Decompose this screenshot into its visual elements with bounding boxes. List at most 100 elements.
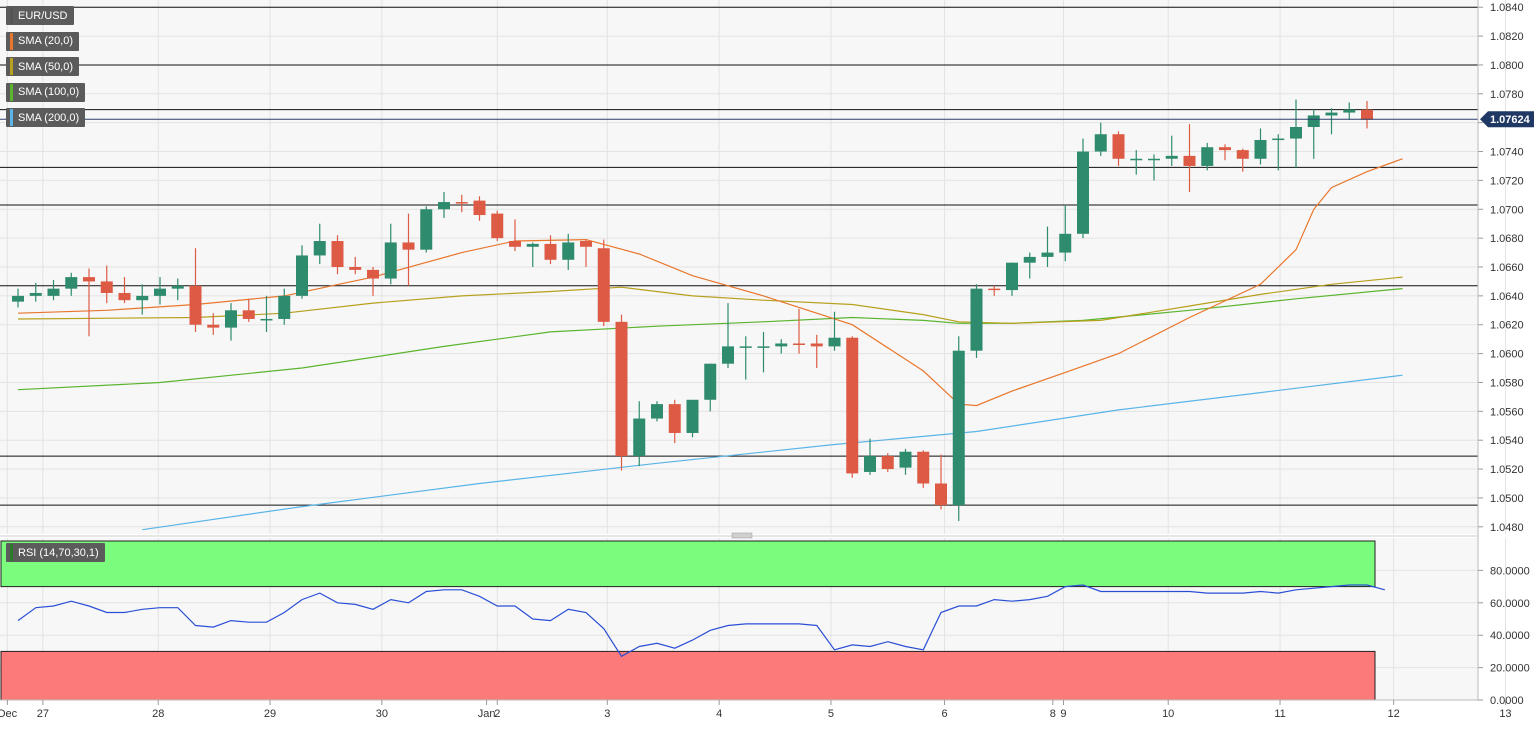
candle-body	[384, 242, 397, 279]
sma100-line	[17, 288, 1403, 391]
candle-body	[47, 288, 60, 296]
candle-body	[562, 242, 575, 260]
candle-body	[1006, 262, 1018, 291]
candle	[1325, 108, 1338, 135]
candle-body	[810, 343, 823, 347]
candle	[544, 235, 557, 265]
y-tick-label: 1.0500	[1490, 493, 1524, 505]
candle	[952, 336, 965, 522]
candle	[1130, 150, 1143, 175]
candle-body	[1343, 109, 1356, 113]
candle-body	[1130, 158, 1143, 161]
candle	[988, 285, 1001, 296]
candle-body	[881, 456, 894, 470]
x-tick-label: 6	[941, 708, 947, 720]
y-tick-label: 1.0840	[1490, 2, 1524, 14]
candle-body	[1201, 147, 1214, 166]
x-tick-label: 8	[1050, 708, 1056, 720]
panel-resize-handle	[731, 532, 753, 539]
candle	[526, 242, 539, 267]
candle-body	[296, 255, 308, 296]
candle-body	[1236, 150, 1249, 159]
candle-body	[367, 269, 379, 279]
candle-body	[189, 285, 202, 325]
legend-item: EUR/USD	[6, 6, 74, 25]
candle	[864, 438, 876, 475]
candle	[136, 284, 149, 315]
candle	[1343, 102, 1356, 120]
legend-swatch	[10, 7, 13, 24]
candle	[242, 298, 255, 322]
candle-body	[154, 288, 166, 296]
candle	[83, 268, 95, 337]
candle	[810, 334, 823, 369]
x-tick-label: 3	[604, 708, 610, 720]
legend-label: EUR/USD	[18, 9, 68, 22]
x-tick-label: 5	[828, 708, 834, 720]
candle-body	[970, 288, 983, 351]
rsi-y-tick-label: 40.0000	[1490, 630, 1530, 642]
candle-body	[509, 241, 521, 247]
candle	[12, 288, 24, 308]
y-tick-label: 1.0580	[1490, 377, 1524, 389]
candle-body	[722, 346, 734, 364]
candle-body	[29, 292, 42, 296]
candle-body	[899, 451, 912, 468]
candle	[189, 248, 202, 332]
y-tick-label: 1.0480	[1490, 522, 1524, 534]
y-tick-label: 1.0740	[1490, 147, 1524, 159]
x-tick-label: 9	[1060, 708, 1066, 720]
legend-swatch	[10, 109, 13, 126]
candle	[597, 239, 610, 327]
candle	[260, 295, 273, 332]
candle-body	[331, 241, 344, 267]
y-tick-label: 1.0700	[1490, 204, 1524, 216]
candle-body	[1112, 134, 1125, 159]
candle	[562, 233, 575, 270]
rsi-oversold-zone	[0, 650, 1376, 701]
candle-body	[473, 200, 486, 216]
candle	[668, 399, 681, 444]
candle-body	[136, 295, 149, 301]
rsi-line	[17, 584, 1385, 658]
sma50-line	[17, 276, 1403, 324]
candle	[438, 191, 450, 218]
candle	[1254, 128, 1267, 165]
candle	[793, 308, 805, 354]
candle-body	[1290, 127, 1302, 139]
candle-body	[846, 337, 859, 474]
candle-body	[420, 209, 433, 250]
legend-swatch	[10, 58, 13, 75]
legend-item: SMA (100,0)	[6, 82, 86, 102]
candle-body	[491, 213, 504, 239]
candle-body	[544, 243, 557, 260]
candle-body	[668, 404, 681, 433]
y-tick-label: 1.0680	[1490, 233, 1524, 245]
candle	[1165, 135, 1178, 166]
candle-body	[651, 404, 663, 419]
candle	[1290, 99, 1302, 168]
x-tick-label: Dec	[0, 708, 18, 720]
x-tick-label: 11	[1274, 708, 1285, 720]
candle	[1023, 252, 1036, 279]
candle-body	[597, 248, 610, 322]
candle	[349, 256, 362, 275]
rsi-y-tick-label: 0.0000	[1490, 695, 1524, 707]
candle	[917, 450, 930, 488]
candle-body	[1254, 139, 1267, 159]
candle	[29, 282, 42, 302]
y-tick-label: 1.0640	[1490, 291, 1524, 303]
x-tick-label: 28	[152, 708, 164, 720]
sma200-line	[142, 374, 1403, 531]
legend-label: SMA (20,0)	[18, 35, 74, 47]
candle	[367, 267, 379, 296]
rsi-overbought-zone	[0, 540, 1376, 588]
candle-body	[242, 310, 255, 319]
candle-body	[1094, 134, 1107, 152]
candle	[278, 288, 291, 325]
rsi-y-tick-label: 20.0000	[1490, 663, 1530, 675]
rsi-y-tick-label: 80.0000	[1490, 565, 1530, 577]
candle	[722, 303, 734, 369]
legend-swatch	[10, 83, 13, 101]
rsi-legend: RSI (14,70,30,1)	[6, 543, 105, 562]
